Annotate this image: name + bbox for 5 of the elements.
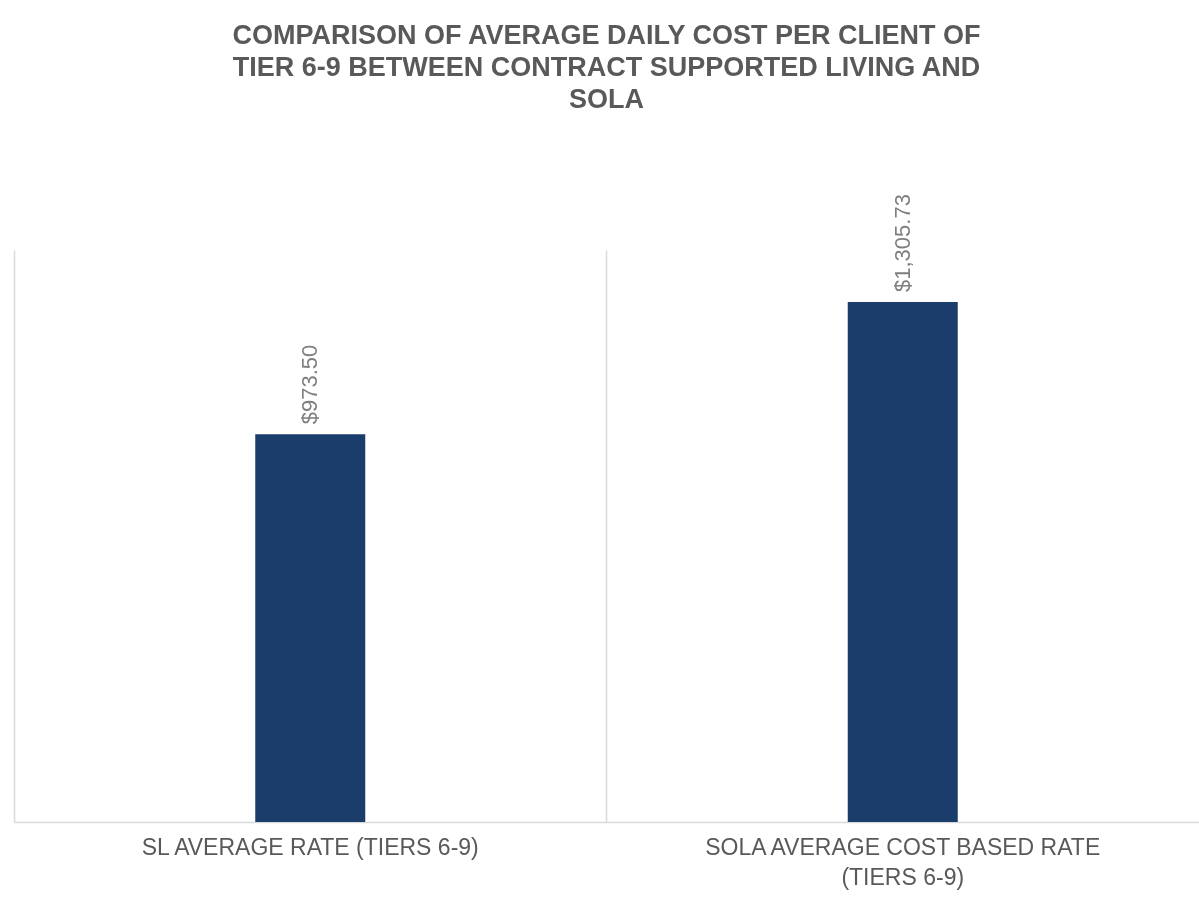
data-label: $1,305.73 bbox=[889, 194, 915, 292]
x-tick-label: SOLA AVERAGE COST BASED RATE (TIERS 6-9) bbox=[705, 833, 1101, 890]
x-tick-label: SL AVERAGE RATE (TIERS 6-9) bbox=[141, 833, 479, 860]
data-label: $973.50 bbox=[297, 344, 323, 425]
chart-title: COMPARISON OF AVERAGE DAILY COST PER CLIENT OF TIER 6-9 BETWEEN CONTRACT SUPPORTED LIVING AND SOLA bbox=[232, 20, 981, 115]
